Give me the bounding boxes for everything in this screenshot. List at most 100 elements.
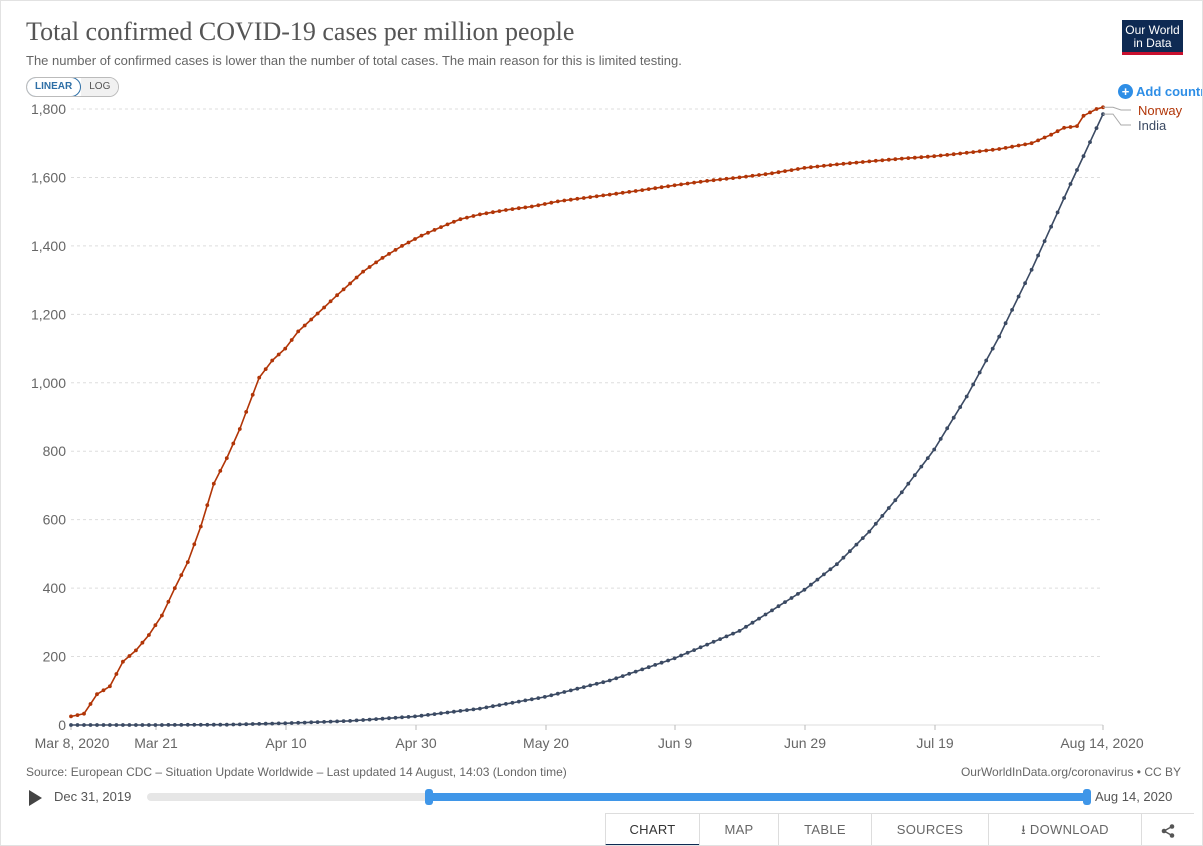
series-label-india: India <box>1138 118 1167 133</box>
data-point-india <box>237 722 242 727</box>
data-point-india <box>315 720 320 724</box>
data-point-norway <box>815 164 820 169</box>
tab-sources[interactable]: SOURCES <box>871 814 988 845</box>
data-point-norway <box>867 159 872 164</box>
data-point-india <box>283 721 288 726</box>
owid-logo[interactable]: Our World in Data <box>1122 20 1183 55</box>
timeline-start-handle[interactable] <box>425 789 433 805</box>
data-point-india <box>276 721 281 726</box>
data-point-norway <box>419 233 424 238</box>
data-point-norway <box>789 168 794 173</box>
data-point-norway <box>276 352 281 357</box>
data-point-norway <box>984 148 989 153</box>
data-point-norway <box>536 203 541 208</box>
data-point-india <box>374 717 378 721</box>
data-point-norway <box>666 184 670 189</box>
data-point-norway <box>523 205 528 210</box>
data-point-norway <box>465 215 469 220</box>
data-point-norway <box>977 149 982 154</box>
linear-scale-button[interactable]: LINEAR <box>27 78 82 96</box>
data-point-india <box>971 382 976 387</box>
data-point-india <box>218 722 223 727</box>
data-point-india <box>406 715 411 719</box>
data-point-india <box>698 645 703 650</box>
data-point-india <box>938 437 943 441</box>
data-point-india <box>828 567 833 572</box>
data-point-india <box>458 709 463 713</box>
data-point-india <box>426 713 430 717</box>
data-point-india <box>899 490 904 495</box>
data-point-india <box>770 608 774 613</box>
y-tick-label: 0 <box>58 717 66 733</box>
x-axis-ticks: Mar 8, 2020 Mar 21 Apr 10 Apr 30 May 20 Jun 9… <box>35 725 1144 751</box>
data-point-india <box>1081 154 1086 159</box>
data-point-india <box>380 716 385 721</box>
data-point-norway <box>737 175 742 180</box>
tab-chart[interactable]: CHART <box>605 814 699 845</box>
data-point-india <box>594 681 599 686</box>
data-point-norway <box>192 542 197 547</box>
data-point-norway <box>776 170 781 175</box>
data-point-india <box>153 723 158 727</box>
data-point-norway <box>140 640 145 645</box>
tab-download[interactable]: ⭳ DOWNLOAD <box>988 814 1141 845</box>
data-point-norway <box>555 199 560 204</box>
data-point-norway <box>374 260 378 265</box>
add-country-button[interactable]: +Add country <box>1118 84 1202 99</box>
data-point-india <box>984 358 989 363</box>
series-label-leader <box>1103 106 1131 111</box>
timeline-end-handle[interactable] <box>1083 789 1091 805</box>
data-point-norway <box>607 192 612 197</box>
data-point-norway <box>82 711 86 716</box>
data-point-norway <box>951 152 956 157</box>
data-point-india <box>121 723 125 727</box>
data-point-india <box>1042 239 1047 244</box>
data-point-india <box>757 616 761 621</box>
data-point-norway <box>95 692 99 697</box>
data-point-norway <box>932 154 937 159</box>
data-point-india <box>873 521 878 526</box>
play-icon[interactable] <box>29 790 42 806</box>
source-note[interactable]: Source: European CDC – Situation Update … <box>26 765 567 779</box>
data-point-norway <box>426 230 430 235</box>
data-point-india <box>101 723 106 727</box>
log-scale-button[interactable]: LOG <box>81 78 119 96</box>
data-point-india <box>588 683 593 688</box>
x-tick-label: Mar 21 <box>134 735 178 751</box>
data-point-india <box>140 723 145 727</box>
data-point-india <box>471 707 476 712</box>
data-point-india <box>536 696 541 700</box>
data-point-norway <box>906 156 911 161</box>
y-tick-label: 1,200 <box>31 306 66 322</box>
data-point-india <box>309 720 314 725</box>
data-point-india <box>958 405 963 409</box>
data-point-norway <box>439 225 443 230</box>
data-point-india <box>581 685 586 689</box>
data-point-norway <box>211 481 216 486</box>
data-point-india <box>322 720 326 724</box>
data-point-norway <box>1094 107 1099 111</box>
timeline-selected-range[interactable] <box>425 789 1091 805</box>
data-point-norway <box>160 613 164 618</box>
data-point-norway <box>1036 138 1040 143</box>
data-point-norway <box>179 573 184 577</box>
data-point-india <box>95 723 99 727</box>
x-tick-label: Apr 30 <box>395 735 436 751</box>
data-point-india <box>1003 321 1008 326</box>
tab-map[interactable]: MAP <box>699 814 778 845</box>
data-point-norway <box>504 208 508 212</box>
data-point-india <box>185 722 190 727</box>
line-chart: 0 200 400 600 800 1,000 1,200 1,400 1,600 1,800 M… <box>31 101 1183 751</box>
tab-table[interactable]: TABLE <box>778 814 871 845</box>
timeline-track[interactable] <box>147 789 1091 805</box>
data-point-india <box>542 695 547 699</box>
data-point-india <box>906 481 911 486</box>
credit-link[interactable]: OurWorldInData.org/coronavirus • CC BY <box>960 765 1181 779</box>
share-button[interactable] <box>1141 814 1194 845</box>
data-point-norway <box>400 244 404 248</box>
data-point-india <box>1062 196 1066 200</box>
data-point-india <box>925 456 930 460</box>
data-point-norway <box>744 174 748 179</box>
data-point-india <box>737 629 742 633</box>
data-point-india <box>841 555 846 560</box>
